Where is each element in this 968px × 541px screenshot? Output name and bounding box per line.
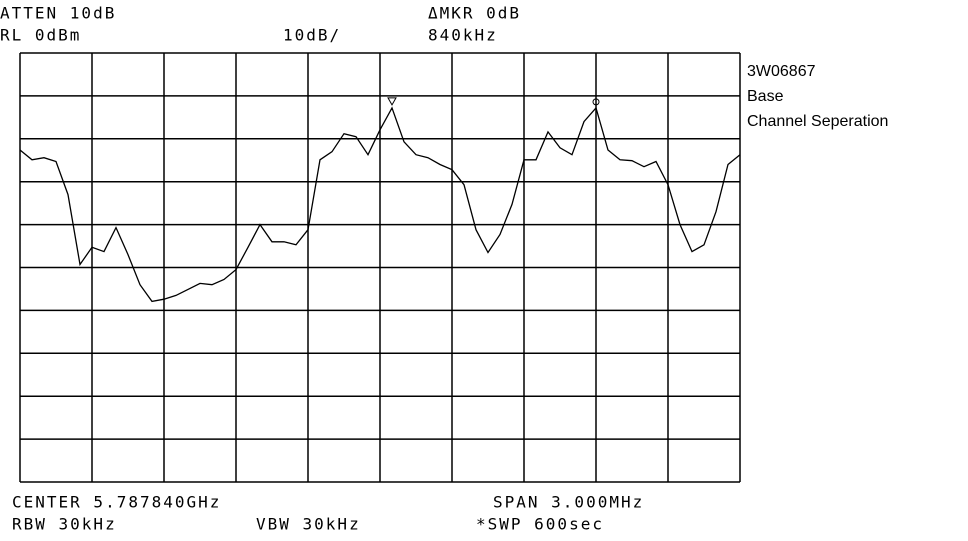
marker bbox=[592, 98, 600, 106]
rbw-label: RBW 30kHz bbox=[12, 515, 117, 534]
trace bbox=[19, 106, 741, 303]
sweep-label: *SWP 600sec bbox=[476, 515, 604, 534]
note: Base bbox=[747, 88, 784, 105]
scale-label: 10dB/ bbox=[283, 26, 341, 45]
span-label: SPAN 3.000MHz bbox=[493, 493, 644, 512]
marker bbox=[387, 97, 397, 106]
delta-marker-label: ΔMKR 0dB bbox=[428, 4, 521, 23]
vbw-label: VBW 30kHz bbox=[256, 515, 361, 534]
atten-label: ATTEN 10dB bbox=[0, 4, 116, 23]
delta-freq-label: 840kHz bbox=[428, 26, 498, 45]
note: Channel Seperation bbox=[747, 113, 888, 130]
center-label: CENTER 5.787840GHz bbox=[12, 493, 221, 512]
ref-level-label: RL 0dBm bbox=[0, 26, 81, 45]
note: 3W06867 bbox=[747, 63, 816, 80]
